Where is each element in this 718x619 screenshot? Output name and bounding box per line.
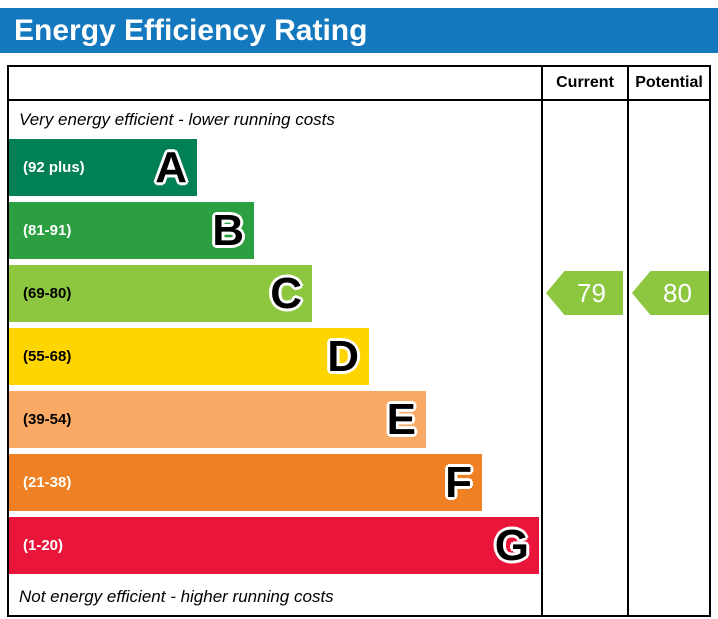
bands-container: (92 plus) A (81-91) B (69-80) C (55-68) D (39-54… <box>9 139 541 574</box>
top-note: Very energy efficient - lower running co… <box>19 110 335 129</box>
band-row: (1-20) G <box>9 517 541 574</box>
band-row: (21-38) F <box>9 454 541 511</box>
band-d: (55-68) D <box>9 328 369 385</box>
band-c: (69-80) C <box>9 265 312 322</box>
band-letter: B <box>212 205 244 255</box>
header-spacer <box>9 67 541 101</box>
epc-chart: Current Potential Very energy efficient … <box>7 65 711 617</box>
band-range-label: (39-54) <box>23 411 72 428</box>
band-a: (92 plus) A <box>9 139 197 196</box>
band-letter: C <box>270 268 302 318</box>
band-range-label: (55-68) <box>23 348 72 365</box>
band-row: (92 plus) A <box>9 139 541 196</box>
current-column-header: Current <box>541 67 627 101</box>
band-f: (21-38) F <box>9 454 482 511</box>
band-row: (69-80) C <box>9 265 541 322</box>
potential-column-header: Potential <box>627 67 709 101</box>
current-rating-arrow: 79 <box>546 271 623 315</box>
current-rating-value: 79 <box>577 277 606 308</box>
band-range-label: (21-38) <box>23 474 72 491</box>
band-e: (39-54) E <box>9 391 426 448</box>
band-letter: G <box>494 520 529 570</box>
band-range-label: (69-80) <box>23 285 72 302</box>
band-range-label: (81-91) <box>23 222 72 239</box>
band-letter: D <box>327 331 359 381</box>
band-row: (55-68) D <box>9 328 541 385</box>
band-range-label: (92 plus) <box>23 159 85 176</box>
band-range-label: (1-20) <box>23 537 64 554</box>
band-b: (81-91) B <box>9 202 254 259</box>
band-letter: A <box>155 142 187 192</box>
band-letter: E <box>386 394 416 444</box>
potential-rating-arrow: 80 <box>632 271 709 315</box>
current-column: 79 <box>541 101 627 615</box>
potential-column: 80 <box>627 101 709 615</box>
band-row: (39-54) E <box>9 391 541 448</box>
page-title-bar: Energy Efficiency Rating <box>0 8 718 53</box>
page-title: Energy Efficiency Rating <box>14 13 368 47</box>
bands-area: Very energy efficient - lower running co… <box>9 101 541 615</box>
bottom-note: Not energy efficient - higher running co… <box>19 586 334 606</box>
band-row: (81-91) B <box>9 202 541 259</box>
band-g: (1-20) G <box>9 517 539 574</box>
potential-rating-value: 80 <box>663 277 692 308</box>
band-letter: F <box>445 457 472 507</box>
